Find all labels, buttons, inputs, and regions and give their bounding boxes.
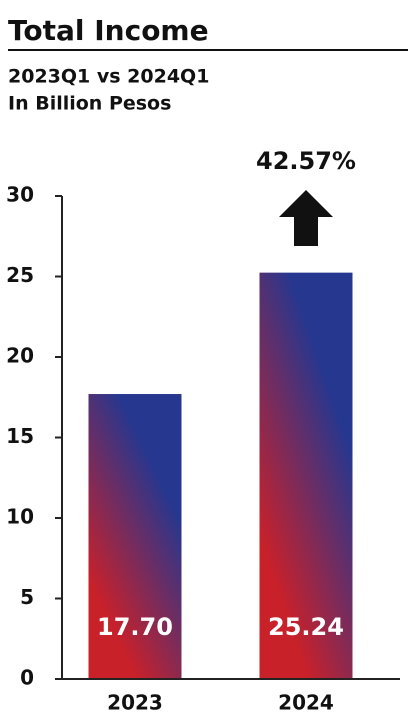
annotation: 42.57% [256,147,356,175]
y-tick-label: 25 [6,263,34,287]
bar [88,394,182,679]
up-arrow [279,190,333,246]
x-tick-label: 2023 [107,691,163,715]
y-tick-label: 10 [6,505,34,529]
subtitle: 2023Q1 vs 2024Q1 [8,66,209,88]
y-tick-label: 30 [6,183,34,207]
subtitle: In Billion Pesos [8,93,171,115]
chart-title: Total Income [8,14,209,47]
value-label: 17.70 [97,613,173,641]
y-tick-label: 20 [6,344,34,368]
y-tick-label: 5 [20,585,34,609]
x-tick-label: 2024 [278,691,334,715]
bar [259,272,353,679]
y-tick-label: 0 [20,666,34,690]
value-label: 25.24 [268,613,344,641]
y-tick-label: 15 [6,424,34,448]
